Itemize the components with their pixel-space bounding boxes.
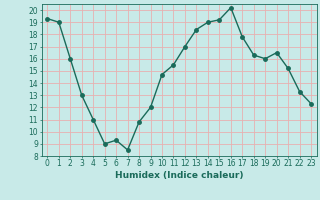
X-axis label: Humidex (Indice chaleur): Humidex (Indice chaleur)	[115, 171, 244, 180]
